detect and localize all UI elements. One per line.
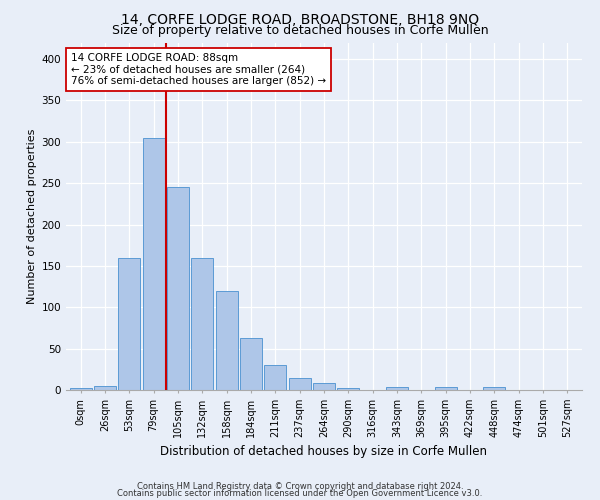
Bar xyxy=(118,258,140,390)
Bar xyxy=(337,388,359,390)
Y-axis label: Number of detached properties: Number of detached properties xyxy=(27,128,37,304)
Bar xyxy=(240,338,262,390)
Bar xyxy=(143,138,164,390)
Bar xyxy=(435,386,457,390)
Bar xyxy=(289,378,311,390)
Bar xyxy=(313,384,335,390)
Bar xyxy=(386,386,408,390)
Text: Contains HM Land Registry data © Crown copyright and database right 2024.: Contains HM Land Registry data © Crown c… xyxy=(137,482,463,491)
Bar xyxy=(94,386,116,390)
Bar xyxy=(484,386,505,390)
Bar xyxy=(70,388,92,390)
Bar xyxy=(167,188,189,390)
X-axis label: Distribution of detached houses by size in Corfe Mullen: Distribution of detached houses by size … xyxy=(161,446,487,458)
Text: 14 CORFE LODGE ROAD: 88sqm
← 23% of detached houses are smaller (264)
76% of sem: 14 CORFE LODGE ROAD: 88sqm ← 23% of deta… xyxy=(71,53,326,86)
Text: 14, CORFE LODGE ROAD, BROADSTONE, BH18 9NQ: 14, CORFE LODGE ROAD, BROADSTONE, BH18 9… xyxy=(121,12,479,26)
Bar xyxy=(265,365,286,390)
Text: Size of property relative to detached houses in Corfe Mullen: Size of property relative to detached ho… xyxy=(112,24,488,37)
Bar xyxy=(191,258,213,390)
Text: Contains public sector information licensed under the Open Government Licence v3: Contains public sector information licen… xyxy=(118,489,482,498)
Bar xyxy=(215,290,238,390)
